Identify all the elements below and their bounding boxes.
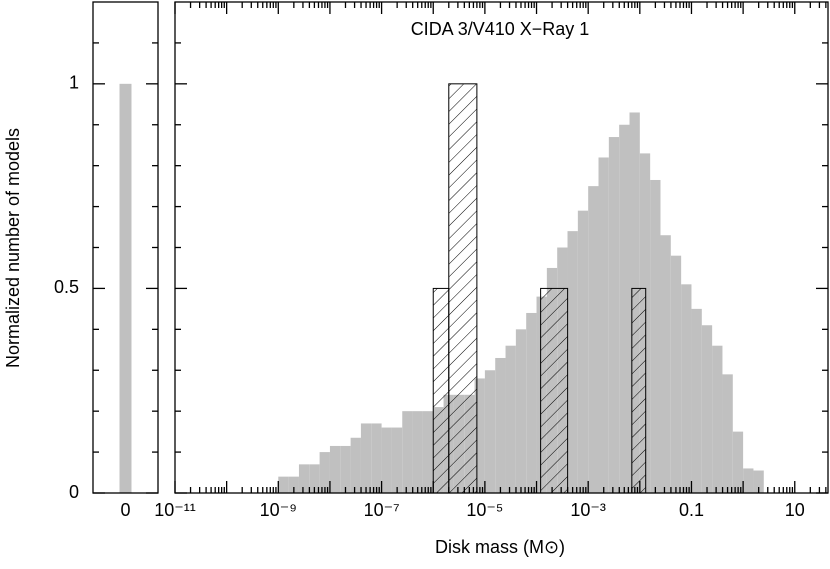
axes-frame — [92, 1, 159, 494]
bar — [670, 255, 682, 493]
x-tick-label: 0 — [120, 500, 130, 520]
bar — [350, 437, 361, 493]
bar — [732, 431, 744, 493]
bar — [474, 378, 485, 493]
bar — [608, 137, 620, 493]
bar — [650, 179, 661, 494]
bar — [505, 345, 516, 493]
bar — [691, 308, 702, 493]
y-tick-label: 1 — [69, 73, 79, 93]
bar — [484, 370, 496, 493]
y-tick-label: 0.5 — [54, 277, 79, 297]
axes-frame — [174, 1, 829, 494]
bar — [722, 374, 733, 493]
x-tick-label: 10⁻³ — [570, 500, 606, 520]
x-tick-label: 10⁻⁵ — [466, 500, 503, 520]
bar — [119, 83, 132, 493]
bar — [495, 357, 506, 493]
bar — [319, 452, 330, 493]
bar — [619, 124, 630, 493]
bar — [371, 423, 382, 493]
y-axis-label: Normalized number of models — [3, 128, 23, 368]
y-tick-label: 0 — [69, 482, 79, 502]
hatched-bar — [432, 287, 450, 494]
bar — [381, 427, 392, 493]
x-tick-label: 10⁻¹¹ — [154, 500, 196, 520]
x-tick-label: 10 — [785, 500, 805, 520]
bar — [588, 186, 599, 493]
bar — [515, 329, 527, 493]
bar — [391, 427, 403, 493]
bar — [422, 411, 434, 493]
bar — [753, 470, 764, 493]
hatched-bar — [540, 287, 569, 494]
bar — [402, 411, 413, 493]
bar — [278, 476, 289, 493]
bar — [660, 235, 671, 493]
chart-title: CIDA 3/V410 X−Ray 1 — [411, 19, 590, 39]
bar — [598, 157, 609, 493]
bar — [743, 468, 754, 493]
bar — [577, 210, 589, 494]
x-tick-label: 0.1 — [679, 500, 704, 520]
bar — [526, 312, 537, 493]
bar — [288, 476, 299, 493]
bar — [340, 445, 351, 493]
bar — [567, 231, 578, 493]
x-axis-label: Disk mass (M⊙) — [435, 537, 565, 557]
x-tick-label: 10⁻⁷ — [364, 500, 400, 520]
bar — [712, 345, 723, 493]
bar — [309, 464, 320, 493]
bar — [298, 464, 310, 493]
bar — [412, 411, 423, 493]
bar — [360, 423, 372, 493]
bar — [701, 325, 713, 493]
x-tick-label: 10⁻⁹ — [260, 500, 297, 520]
hatched-bar — [631, 287, 647, 494]
bar — [329, 445, 341, 493]
bar — [681, 284, 692, 493]
hatched-bar — [448, 83, 478, 494]
